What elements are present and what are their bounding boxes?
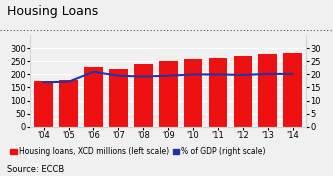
Bar	[34, 81, 53, 127]
Bar	[134, 64, 153, 127]
Bar	[184, 59, 202, 127]
Bar	[258, 54, 277, 127]
Bar	[84, 67, 103, 127]
Bar	[109, 69, 128, 127]
Legend: Housing loans, XCD millions (left scale), % of GDP (right scale): Housing loans, XCD millions (left scale)…	[10, 147, 266, 156]
Bar	[233, 56, 252, 127]
Bar	[209, 58, 227, 127]
Bar	[59, 80, 78, 127]
Text: Housing Loans: Housing Loans	[7, 5, 98, 18]
Bar	[159, 61, 177, 127]
Bar	[283, 53, 302, 127]
Text: Source: ECCB: Source: ECCB	[7, 165, 64, 174]
